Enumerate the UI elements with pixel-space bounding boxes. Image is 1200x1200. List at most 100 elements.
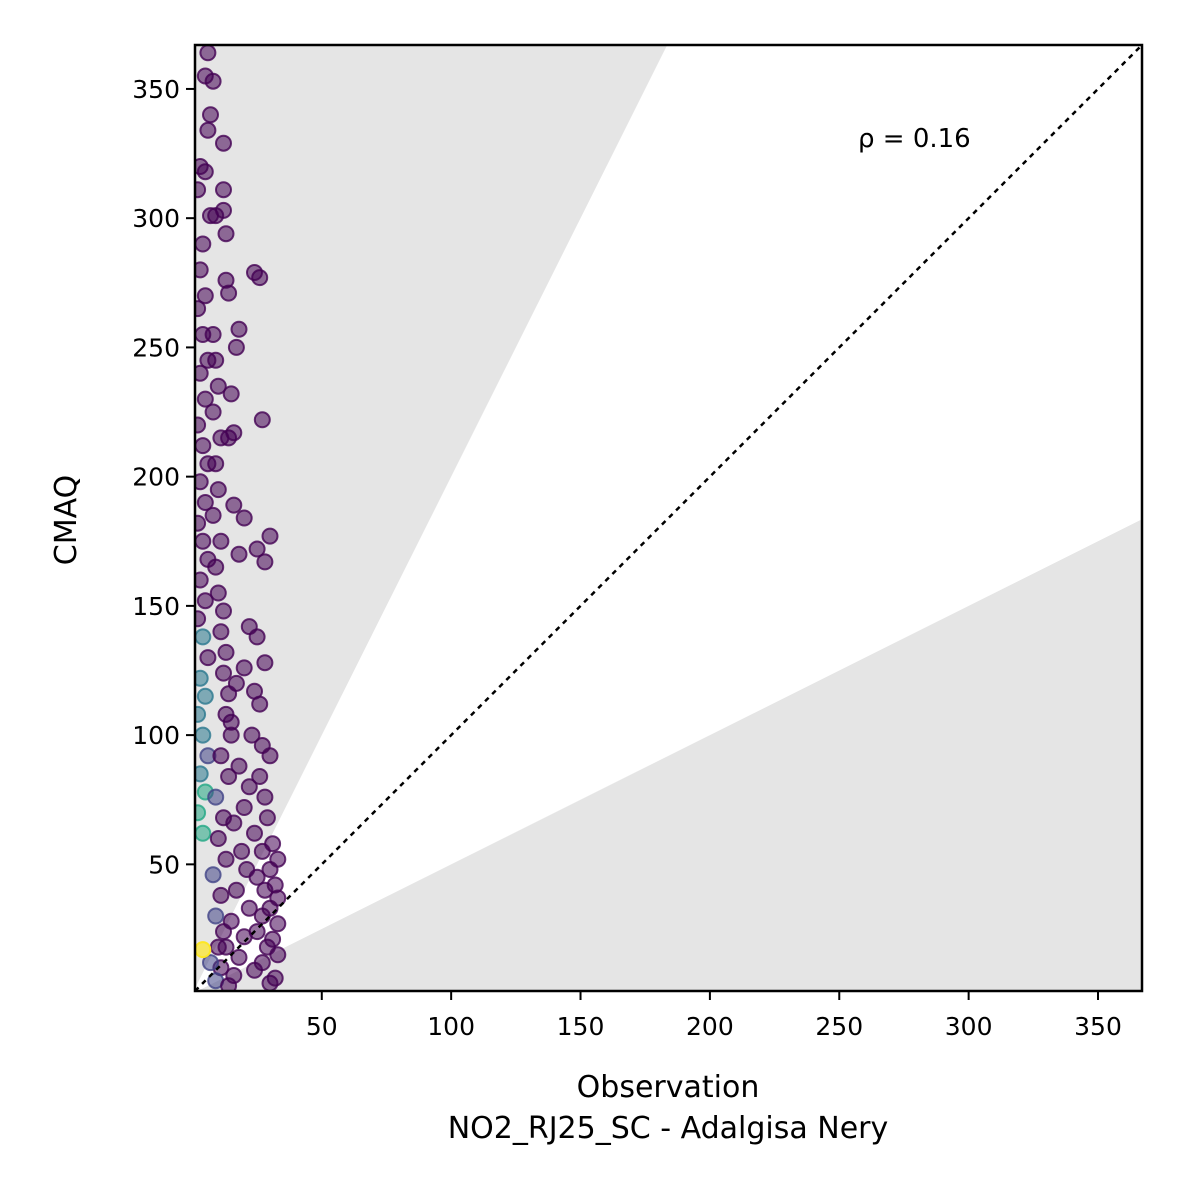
data-point <box>195 705 207 723</box>
x-axis-title: Observation <box>577 1070 760 1105</box>
data-point <box>235 509 253 527</box>
data-point <box>215 134 232 152</box>
data-point <box>202 954 219 972</box>
data-point <box>233 842 251 860</box>
data-point <box>253 411 271 429</box>
data-point <box>207 907 225 925</box>
data-point <box>207 558 225 576</box>
data-point <box>209 938 227 956</box>
data-point <box>256 788 274 806</box>
data-point <box>195 416 207 434</box>
data-point <box>195 364 209 382</box>
data-point <box>256 553 274 571</box>
data-point <box>220 685 238 703</box>
data-point <box>199 649 217 667</box>
y-tick-label: 250 <box>132 333 180 362</box>
data-point <box>235 659 253 677</box>
data-point <box>209 584 227 602</box>
data-point <box>209 481 227 499</box>
annotation-rho: ρ = 0.16 <box>858 124 971 154</box>
data-point <box>195 726 212 744</box>
data-point <box>230 948 248 966</box>
data-point <box>235 928 253 946</box>
data-point <box>246 961 263 979</box>
data-point <box>215 602 232 620</box>
data-point <box>217 643 235 661</box>
data-point <box>269 915 287 933</box>
data-point <box>220 977 238 991</box>
reference-line-layer <box>195 45 1142 991</box>
data-point <box>195 261 209 279</box>
data-point <box>217 225 235 243</box>
data-point <box>212 886 230 904</box>
y-tick-label: 150 <box>132 592 180 621</box>
data-point <box>227 881 245 899</box>
data-point <box>212 747 230 765</box>
data-point <box>251 768 269 785</box>
y-tick-label: 350 <box>132 75 180 104</box>
data-point <box>222 385 240 403</box>
data-point <box>240 778 258 796</box>
data-point <box>199 45 217 62</box>
data-point <box>209 377 227 395</box>
data-point <box>261 747 279 765</box>
data-point <box>212 532 230 550</box>
data-point <box>204 72 222 90</box>
data-point <box>258 809 276 827</box>
data-point <box>196 163 214 181</box>
data-point <box>195 437 212 455</box>
y-tick-label: 50 <box>148 850 180 879</box>
data-point <box>230 757 248 775</box>
data-point <box>235 799 253 816</box>
x-tick-label: 50 <box>306 1012 338 1041</box>
data-point <box>261 861 279 878</box>
data-point <box>269 946 287 964</box>
data-point <box>195 669 209 687</box>
data-point <box>251 695 269 713</box>
x-tick-label: 100 <box>427 1012 475 1041</box>
data-point <box>261 527 279 545</box>
data-point <box>217 705 235 723</box>
data-point <box>196 592 214 610</box>
data-point <box>230 545 248 563</box>
data-point <box>195 473 209 491</box>
scatter-points-layer <box>195 45 287 991</box>
data-point <box>227 338 245 356</box>
data-point <box>195 235 212 253</box>
data-point <box>240 899 258 917</box>
data-point <box>253 842 271 860</box>
data-point <box>225 496 243 514</box>
data-point <box>204 326 222 343</box>
x-axis-ticks: 50 100 150 200 250 300 350 <box>306 991 1122 1041</box>
data-point <box>222 726 240 744</box>
data-point <box>215 809 232 827</box>
x-tick-label: 350 <box>1074 1012 1122 1041</box>
data-point <box>195 628 212 646</box>
data-point <box>195 941 212 959</box>
data-point <box>195 532 212 550</box>
data-point <box>204 866 222 884</box>
y-axis-title: CMAQ <box>49 475 84 565</box>
plot-frame <box>193 43 1144 993</box>
lower-shaded-band <box>195 519 1142 991</box>
data-point <box>196 287 214 305</box>
data-point <box>246 824 263 842</box>
data-point <box>243 726 261 744</box>
data-point <box>207 351 225 369</box>
data-point <box>195 765 209 783</box>
data-point <box>196 687 214 705</box>
one-to-one-line <box>195 45 1142 991</box>
y-axis-ticks: 50 100 150 200 250 300 350 <box>132 75 195 879</box>
y-tick-label: 300 <box>132 204 180 233</box>
data-point <box>261 974 279 991</box>
data-point <box>217 850 235 868</box>
data-point <box>207 788 225 806</box>
upper-shaded-band <box>195 45 668 989</box>
data-point <box>256 654 274 672</box>
data-point <box>204 403 222 421</box>
data-point <box>195 571 209 589</box>
data-point <box>212 623 230 641</box>
data-point <box>195 804 207 822</box>
data-point <box>220 284 238 302</box>
data-point <box>196 390 214 408</box>
